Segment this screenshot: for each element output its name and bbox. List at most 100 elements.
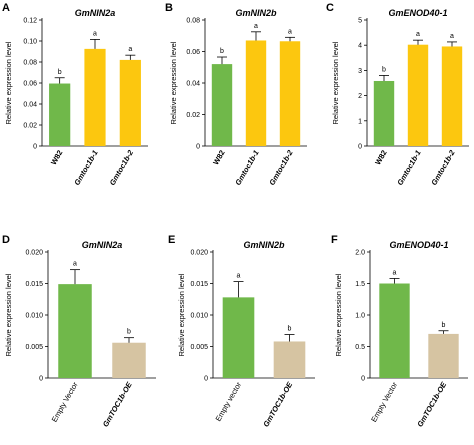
y-tick-label: 2.0: [355, 250, 365, 257]
y-tick-label: 0.02: [186, 112, 200, 119]
y-tick-label: 0.10: [23, 39, 37, 46]
bar: [373, 80, 395, 146]
panel-letter: F: [331, 234, 338, 246]
category-label: GmTOC1b-OE: [261, 380, 294, 429]
y-tick-label: 0.02: [23, 123, 37, 130]
y-tick-label: 0.08: [23, 60, 37, 67]
y-tick-label: 0.04: [186, 81, 200, 88]
y-tick-label: 5: [358, 18, 362, 25]
category-label: Gmtoc1b-2: [267, 148, 295, 187]
y-tick-label: 4: [358, 43, 362, 50]
y-tick-label: 0.12: [23, 18, 37, 25]
category-label: Gmtoc1b-2: [108, 148, 136, 187]
category-label: W82: [373, 149, 389, 167]
panel-letter: E: [168, 234, 175, 246]
panel-a: A GmNIN2a 0 0.02 0.04 0.06 0.08 0.10 0.12 Relativ…: [2, 2, 148, 187]
panel-title: GmNIN2b: [243, 240, 285, 250]
panel-c: C GmENOD40-1 0 1 2 3 4 5 Relative expression lev…: [326, 2, 469, 187]
y-axis-label: Relative expression level: [177, 273, 186, 356]
y-tick-label: 1.0: [355, 313, 365, 320]
y-tick-label: 0.020: [25, 250, 43, 257]
panel-e: E GmNIN2b 0 0.005 0.010 0.015 0.020 Relative ex…: [168, 234, 315, 429]
bar: [428, 333, 459, 378]
y-tick-label: 0: [204, 376, 208, 383]
y-tick-label: 2: [358, 93, 362, 100]
y-axis-label: Relative expression level: [4, 273, 13, 356]
y-tick-label: 0.06: [186, 49, 200, 56]
y-tick-label: 0.015: [25, 281, 43, 288]
category-label: Empty Vector: [50, 380, 80, 424]
panel-title: GmNIN2a: [82, 240, 123, 250]
significance-label: a: [288, 28, 292, 35]
y-axis-label: Relative expression level: [334, 273, 343, 356]
y-tick-label: 0.06: [23, 81, 37, 88]
category-label: W82: [211, 149, 227, 167]
significance-label: a: [393, 269, 397, 276]
significance-label: b: [127, 329, 131, 336]
category-label: Gmtoc1b-1: [72, 149, 99, 187]
significance-label: a: [237, 273, 241, 280]
significance-label: a: [416, 31, 420, 38]
significance-label: b: [442, 322, 446, 329]
y-tick-label: 0.005: [190, 344, 208, 351]
category-label: Gmtoc1b-2: [429, 148, 457, 187]
significance-label: b: [288, 326, 292, 333]
panel-letter: B: [165, 2, 173, 14]
y-tick-label: 0: [358, 144, 362, 151]
y-tick-label: 0.005: [25, 344, 43, 351]
significance-label: b: [382, 66, 386, 73]
significance-label: a: [128, 46, 132, 53]
category-label: Empty Vector: [369, 380, 399, 424]
bar: [379, 283, 410, 378]
category-label: W82: [49, 149, 65, 167]
panel-letter: A: [2, 2, 10, 14]
bar: [112, 342, 146, 378]
category-label: GmTOC1b-OE: [415, 380, 448, 429]
bar: [119, 59, 141, 146]
significance-label: b: [220, 48, 224, 55]
significance-label: a: [73, 261, 77, 268]
bar: [211, 64, 233, 146]
panel-letter: D: [2, 234, 10, 246]
panel-d: D GmNIN2a 0 0.005 0.010 0.015 0.020 Relative ex…: [2, 234, 156, 429]
panel-title: GmENOD40-1: [389, 240, 448, 250]
significance-label: a: [450, 33, 454, 40]
panel-title: GmNIN2b: [235, 8, 277, 18]
bar: [441, 46, 463, 146]
bar: [58, 284, 92, 378]
y-tick-label: 3: [358, 68, 362, 75]
bar: [222, 297, 255, 378]
y-tick-label: 0.04: [23, 102, 37, 109]
y-tick-label: 0.5: [355, 344, 365, 351]
y-tick-label: 0: [39, 376, 43, 383]
significance-label: a: [93, 30, 97, 37]
panel-b: B GmNIN2b 0 0.02 0.04 0.06 0.08 Relative expres…: [165, 2, 307, 187]
y-tick-label: 0.020: [190, 250, 208, 257]
panel-title: GmENOD40-1: [388, 8, 447, 18]
category-label: GmTOC1b-OE: [101, 380, 134, 429]
category-label: Gmtoc1b-1: [233, 149, 260, 187]
bar: [245, 40, 267, 146]
y-tick-label: 0.015: [190, 281, 208, 288]
y-tick-label: 0: [33, 144, 37, 151]
bar: [279, 41, 301, 147]
y-tick-label: 1.5: [355, 281, 365, 288]
y-tick-label: 0: [361, 376, 365, 383]
y-tick-label: 0.010: [25, 313, 43, 320]
y-tick-label: 0.08: [186, 18, 200, 25]
category-label: Gmtoc1b-1: [395, 149, 422, 187]
panel-title: GmNIN2a: [75, 8, 116, 18]
y-axis-label: Relative expression level: [169, 41, 178, 124]
y-axis-label: Relative expression level: [4, 41, 13, 124]
bar: [84, 48, 106, 146]
panel-letter: C: [326, 2, 334, 14]
bar: [49, 83, 71, 146]
bar: [273, 341, 306, 378]
y-axis-label: Relative expression level: [331, 41, 340, 124]
y-tick-label: 0: [196, 144, 200, 151]
category-label: Empty vector: [214, 380, 244, 423]
y-tick-label: 1: [358, 118, 362, 125]
significance-label: b: [58, 69, 62, 76]
